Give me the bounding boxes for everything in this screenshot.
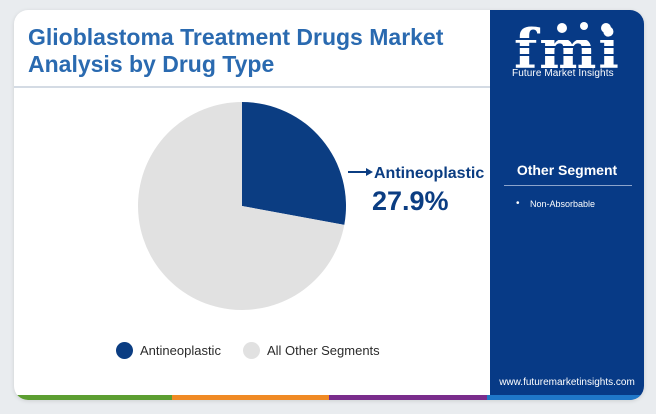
chart-legend: Antineoplastic All Other Segments bbox=[116, 342, 402, 359]
other-segment-title: Other Segment bbox=[516, 162, 618, 178]
bottom-bar-green bbox=[14, 395, 172, 400]
bottom-color-bar bbox=[14, 395, 644, 400]
legend-label-antineoplastic: Antineoplastic bbox=[140, 343, 221, 358]
title-divider bbox=[14, 86, 490, 88]
callout-value: 27.9% bbox=[372, 186, 449, 216]
callout-label: Antineoplastic bbox=[374, 165, 484, 182]
pie-chart: Antineoplastic 27.9% bbox=[138, 102, 484, 310]
legend-label-other-segments: All Other Segments bbox=[266, 343, 380, 358]
segment-item: Non-Absorbable bbox=[516, 198, 595, 209]
segment-list: Non-Absorbable bbox=[516, 198, 595, 209]
website-link[interactable]: www.futuremarketinsights.com bbox=[499, 377, 635, 388]
pie-slice-all-other-segments bbox=[138, 102, 345, 310]
pie-slices bbox=[138, 102, 346, 310]
fmi-logo-icon: fmi bbox=[514, 17, 624, 81]
bottom-bar-blue bbox=[486, 395, 644, 400]
sidebar-panel: fmi Future Market Insights Other Segment… bbox=[490, 10, 644, 400]
infographic-card: Glioblastoma Treatment Drugs Market Anal… bbox=[14, 10, 644, 400]
callout-arrow-icon bbox=[366, 168, 373, 176]
pie-callout: Antineoplastic 27.9% bbox=[348, 165, 484, 216]
legend-item-other-segments: All Other Segments bbox=[242, 342, 380, 359]
legend-item-antineoplastic: Antineoplastic bbox=[116, 342, 221, 359]
legend-swatch-antineoplastic bbox=[116, 342, 133, 359]
bottom-bar-purple bbox=[329, 395, 487, 400]
pie-slice-antineoplastic bbox=[242, 102, 346, 225]
chart-title: Glioblastoma Treatment Drugs Market Anal… bbox=[28, 24, 444, 77]
legend-swatch-other-segments bbox=[242, 342, 260, 359]
segment-divider bbox=[504, 185, 632, 186]
bottom-bar-orange bbox=[171, 395, 329, 400]
logo-tagline: Future Market Insights bbox=[512, 68, 614, 79]
